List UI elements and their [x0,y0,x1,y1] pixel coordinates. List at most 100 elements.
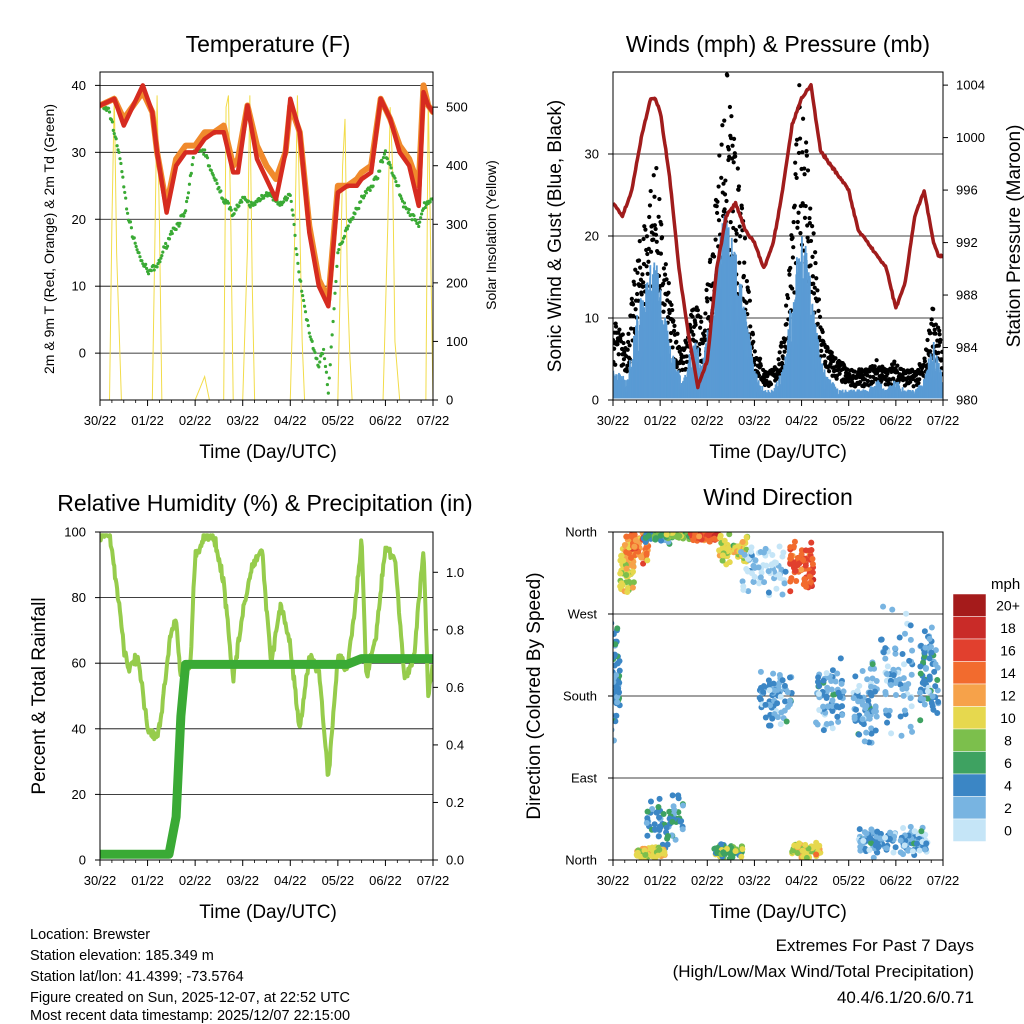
dewpoint-point [205,156,210,160]
direction-point [760,688,767,695]
gust-point [794,175,799,181]
gust-point [721,181,726,186]
direction-point [917,717,924,724]
direction-point [886,836,893,843]
y2-tick-label: 0.8 [446,622,464,637]
gust-point [644,264,649,269]
gust-point [793,172,798,177]
gust-point [702,333,707,338]
gust-point [788,265,793,271]
dewpoint-point [407,208,411,212]
dewpoint-point [115,144,119,148]
direction-point [765,677,772,684]
gust-point [669,302,674,308]
dewpoint-point [214,178,218,182]
direction-point [808,539,815,546]
direction-point [922,831,929,838]
y-tick-label: 80 [72,590,86,605]
gust-point [928,349,933,354]
gust-point [714,204,719,209]
legend-swatch [952,661,987,685]
direction-point [886,707,893,714]
y-tick-label: 30 [72,145,86,160]
direction-point [890,849,897,856]
gust-point [617,327,622,332]
x-tick-label: 05/22 [832,873,865,888]
y2-tick-label: 1000 [956,130,985,145]
info-recent: Most recent data timestamp: 2025/12/07 2… [30,1008,351,1024]
gust-point [736,187,741,192]
gust-point [940,349,943,354]
dewpoint-point [324,370,329,374]
direction-point [921,701,928,708]
direction-point [901,842,908,849]
gust-point [805,235,810,240]
legend-label: 16 [1000,642,1016,658]
gust-point [908,379,913,385]
legend-swatch [952,616,987,640]
gust-point [733,228,739,233]
dewpoint-point [389,166,393,170]
dewpoint-point [282,200,286,204]
gust-point [812,285,817,290]
direction-point [745,588,752,595]
dewpoint-point [306,324,310,328]
gust-point [670,345,675,350]
y2-tick-label: 0.2 [446,795,464,810]
legend-swatch [952,773,987,797]
dewpoint-point [336,251,340,255]
direction-point [908,703,915,710]
direction-point [883,845,890,852]
dewpoint-point [371,184,375,188]
direction-point [828,720,835,727]
direction-point [851,713,858,720]
dewpoint-point [226,201,231,205]
humidity-frame [99,531,434,861]
direction-point [740,586,747,593]
gust-point [825,346,830,351]
dewpoint-point [321,352,325,356]
direction-point [628,554,635,561]
direction-point [798,566,805,573]
gust-point [796,210,801,215]
direction-point [613,712,620,719]
dewpoint-point [325,382,329,387]
gust-point [807,220,812,226]
direction-point [899,685,906,692]
direction-point [874,849,881,856]
x-tick-label: 07/22 [417,413,450,428]
gust-point [613,324,619,329]
direction-point [859,716,866,723]
gust-point [802,215,808,220]
direction-point [909,848,916,855]
direction-point [866,715,873,722]
direction-point [624,588,631,595]
gust-point [661,281,666,286]
dewpoint-point [341,240,345,244]
direction-point [744,555,751,562]
legend-label: 6 [1004,755,1012,771]
direction-point [867,834,874,841]
dewpoint-point [221,197,225,201]
direction-point [617,570,624,577]
direction-point [774,700,781,707]
x-tick-label: 05/22 [322,413,355,428]
extremes-values: 40.4/6.1/20.6/0.71 [836,988,974,1007]
direction-point [823,670,830,677]
direction-point [926,635,933,642]
direction-point [620,557,627,564]
gust-point [808,238,814,244]
direction-point [793,577,800,584]
gust-point [827,369,832,374]
y-tick-label: 60 [72,656,86,671]
direction-point [929,703,936,710]
direction-point [644,832,651,839]
gust-point [693,322,698,328]
dewpoint-point [302,298,306,303]
x-tick-label: 03/22 [738,873,771,888]
direction-point [852,673,859,680]
direction-point [747,548,754,555]
direction-point [809,555,816,562]
direction-point [884,663,891,670]
